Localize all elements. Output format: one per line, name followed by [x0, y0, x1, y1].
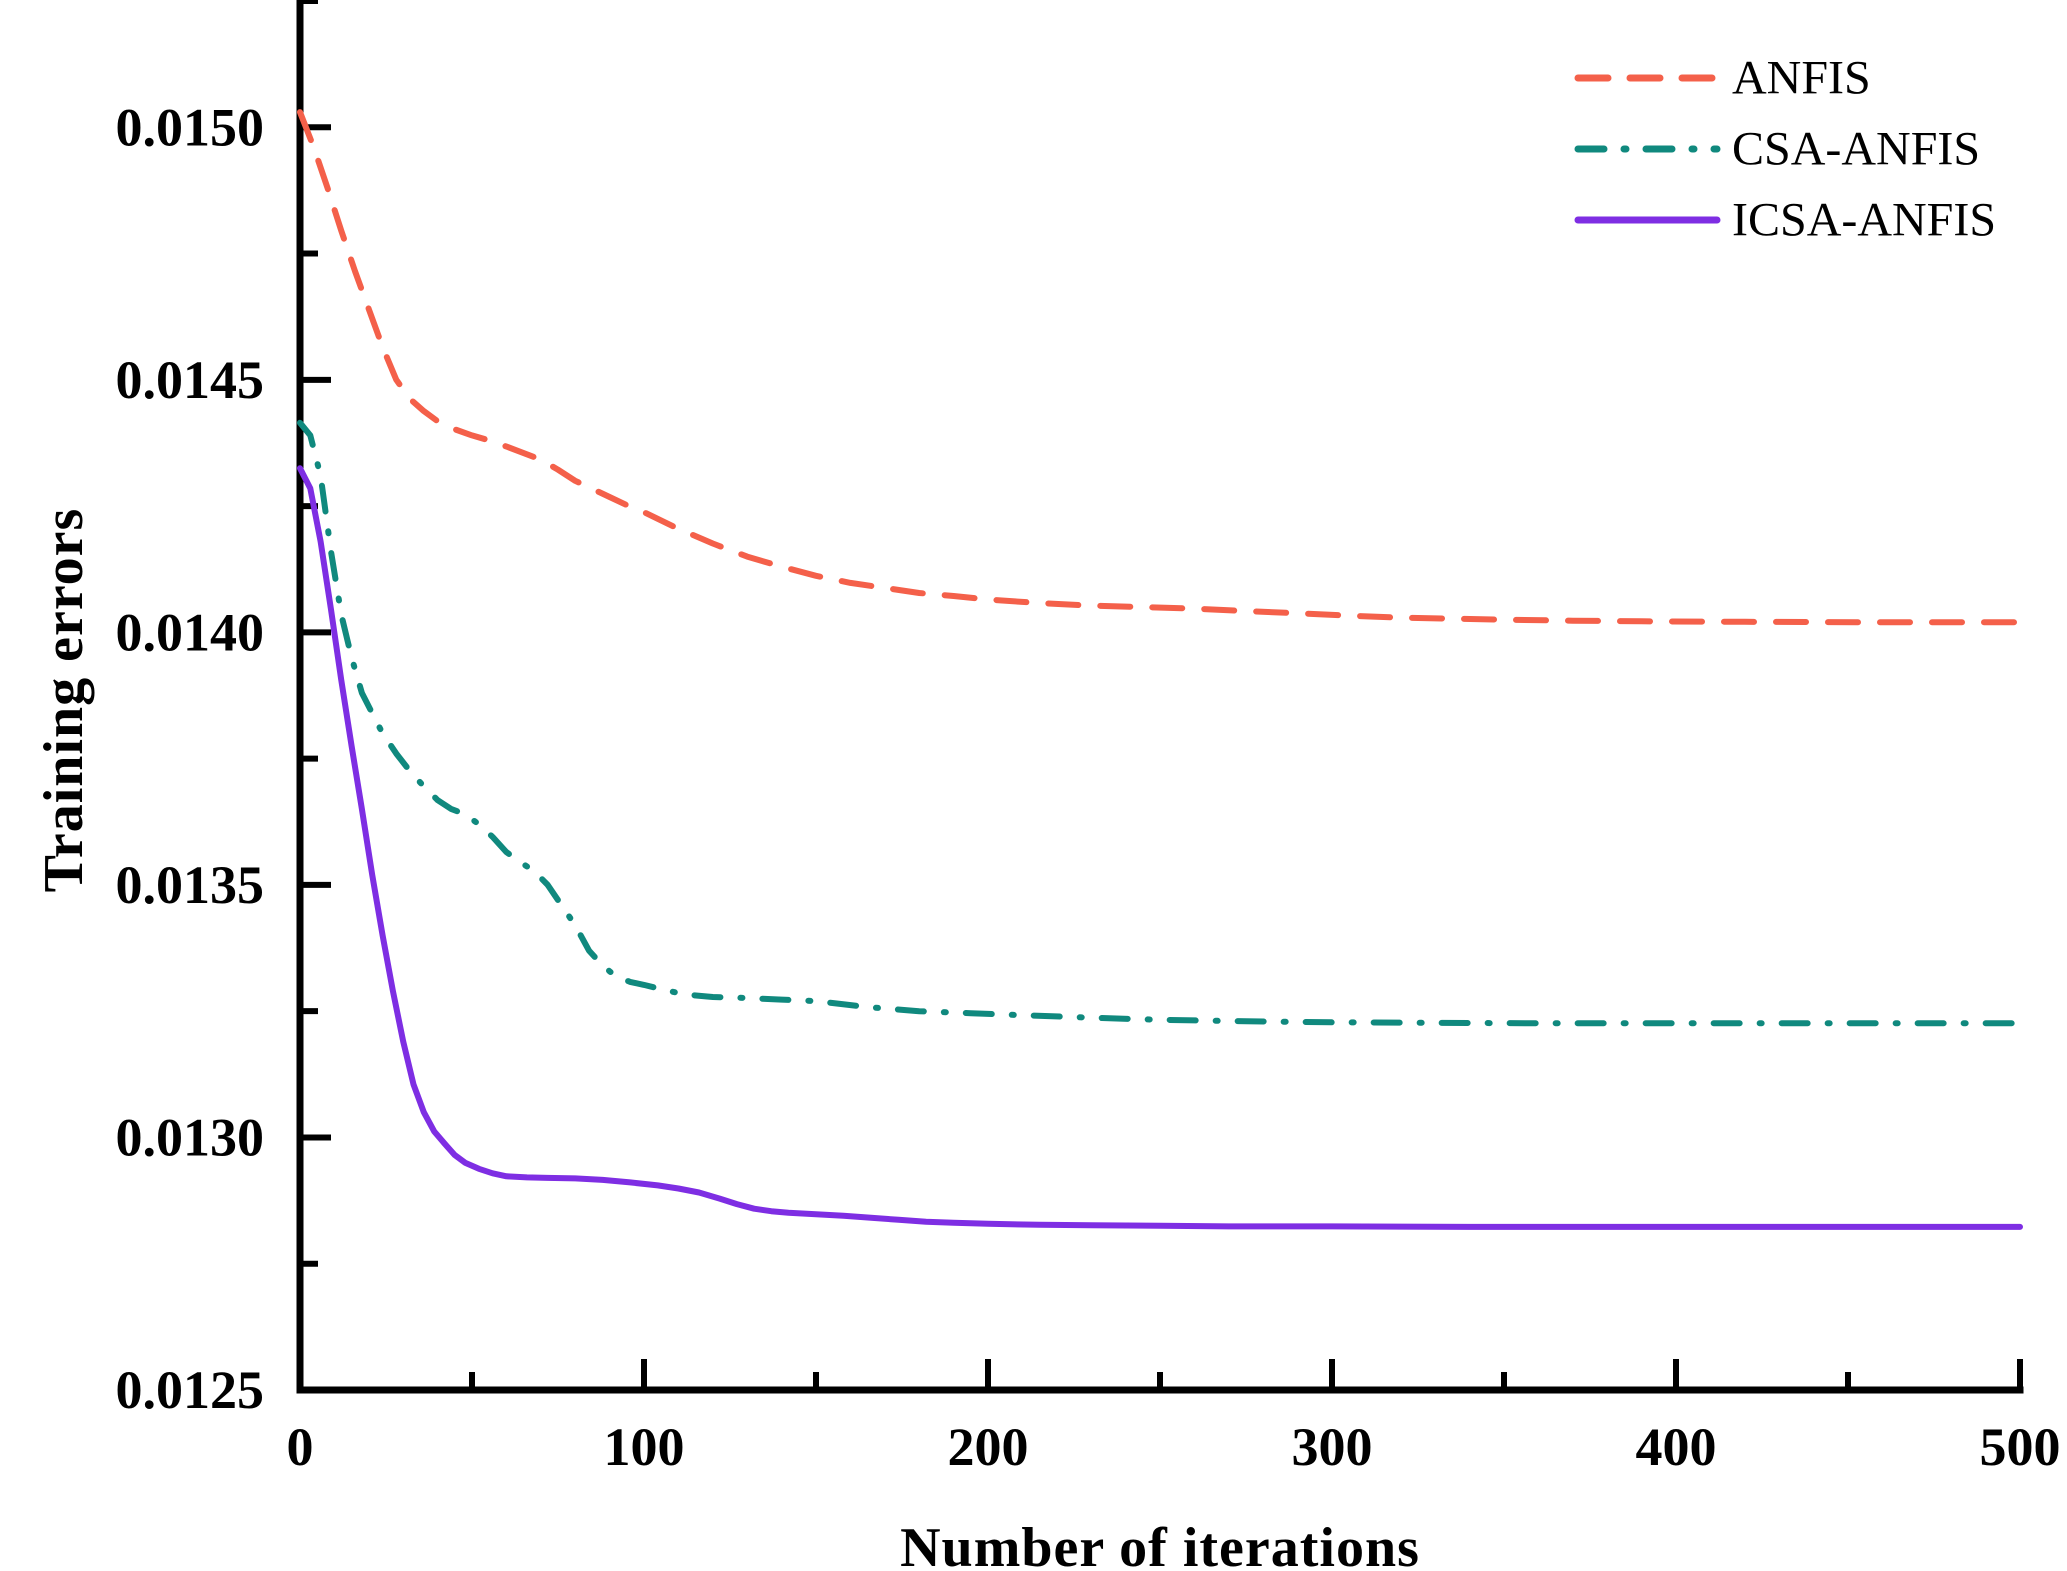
series-line-icsa-anfis [297, 465, 2023, 1230]
legend-label-icsa-anfis: ICSA-ANFIS [1732, 194, 1996, 247]
x-axis-title: Number of iterations [900, 1517, 1420, 1571]
legend-label-anfis: ANFIS [1732, 52, 1871, 105]
x-tick-label: 400 [1636, 1417, 1717, 1477]
x-tick-label: 200 [948, 1417, 1029, 1477]
legend-label-csa-anfis: CSA-ANFIS [1732, 123, 1980, 176]
y-tick-label: 0.0130 [116, 1107, 265, 1167]
y-tick-label: 0.0150 [116, 97, 265, 157]
y-axis-title: Training errors [33, 507, 95, 893]
x-tick-label: 0 [287, 1417, 314, 1477]
x-tick-label: 100 [604, 1417, 685, 1477]
x-tick-label: 500 [1980, 1417, 2061, 1477]
y-tick-label: 0.0140 [116, 602, 265, 662]
series-line-csa-anfis [297, 419, 2023, 1027]
y-tick-label: 0.0135 [116, 855, 265, 915]
series-line-anfis [297, 109, 2023, 626]
y-tick-label: 0.0145 [116, 350, 265, 410]
y-tick-label: 0.0125 [116, 1360, 265, 1420]
x-tick-label: 300 [1292, 1417, 1373, 1477]
